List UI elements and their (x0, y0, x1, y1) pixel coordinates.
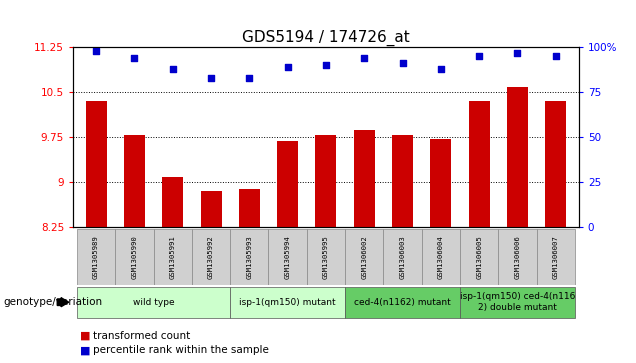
Point (244, 75, 254, 81)
Point (129, 55, 139, 61)
Point (282, 64, 293, 70)
Bar (537, 229, 575, 285)
Bar (162, 177, 183, 227)
Bar (315, 135, 336, 227)
Point (513, 50, 523, 56)
Text: GSM1306003: GSM1306003 (399, 235, 406, 279)
Text: GSM1305993: GSM1305993 (246, 235, 252, 279)
Text: GSM1305989: GSM1305989 (93, 235, 99, 279)
Bar (392, 135, 413, 227)
Text: GSM1305995: GSM1305995 (323, 235, 329, 279)
Text: GSM1306007: GSM1306007 (553, 235, 559, 279)
Bar (460, 287, 575, 318)
Bar (460, 229, 499, 285)
Bar (200, 191, 221, 227)
Bar (192, 229, 230, 285)
Text: GSM1306004: GSM1306004 (438, 235, 444, 279)
Bar (469, 101, 490, 227)
Text: isp-1(qm150) ced-4(n116
2) double mutant: isp-1(qm150) ced-4(n116 2) double mutant (460, 293, 575, 312)
Text: isp-1(qm150) mutant: isp-1(qm150) mutant (239, 298, 336, 307)
Text: GSM1305992: GSM1305992 (208, 235, 214, 279)
Point (474, 53, 484, 59)
Text: GSM1306002: GSM1306002 (361, 235, 367, 279)
Bar (499, 229, 537, 285)
Bar (277, 141, 298, 227)
Point (359, 55, 370, 61)
Point (168, 66, 178, 72)
Bar (230, 287, 345, 318)
Bar (238, 189, 260, 227)
Point (398, 61, 408, 66)
Text: genotype/variation: genotype/variation (3, 297, 102, 307)
Text: GSM1305994: GSM1305994 (285, 235, 291, 279)
Text: transformed count: transformed count (93, 331, 191, 341)
Bar (268, 229, 307, 285)
Text: GSM1305991: GSM1305991 (170, 235, 176, 279)
Text: percentile rank within the sample: percentile rank within the sample (93, 345, 270, 355)
Point (551, 53, 561, 59)
Bar (545, 101, 566, 227)
Bar (230, 229, 268, 285)
Text: GSM1306005: GSM1306005 (476, 235, 482, 279)
Bar (86, 101, 107, 227)
Text: ■: ■ (80, 331, 90, 341)
Bar (77, 229, 115, 285)
Bar (431, 139, 452, 227)
Point (206, 75, 216, 81)
Bar (77, 287, 230, 318)
Point (436, 66, 446, 72)
Bar (354, 130, 375, 227)
Text: ■: ■ (80, 345, 90, 355)
Bar (115, 229, 153, 285)
Text: GSM1305990: GSM1305990 (132, 235, 137, 279)
Bar (124, 135, 145, 227)
Bar (153, 229, 192, 285)
Bar (507, 87, 528, 227)
Bar (307, 229, 345, 285)
Point (321, 62, 331, 68)
Bar (422, 229, 460, 285)
Text: wild type: wild type (133, 298, 174, 307)
Text: ced-4(n1162) mutant: ced-4(n1162) mutant (354, 298, 451, 307)
Bar (345, 229, 384, 285)
Bar (345, 287, 460, 318)
Point (91, 48, 101, 54)
Text: GSM1306006: GSM1306006 (515, 235, 520, 279)
Title: GDS5194 / 174726_at: GDS5194 / 174726_at (242, 30, 410, 46)
Bar (384, 229, 422, 285)
